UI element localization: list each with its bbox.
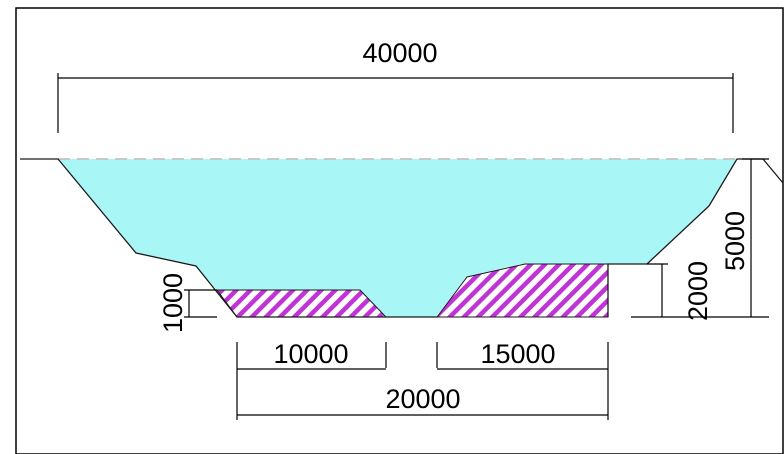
- top-width-dimension: 40000: [57, 38, 734, 133]
- berm-height-right-dimension: 2000: [647, 261, 713, 321]
- total-depth-dimension: 5000: [631, 158, 769, 318]
- bottom-total-width-dimension: 20000: [237, 384, 608, 416]
- figure-frame: [15, 7, 784, 454]
- bottom-right-width-dimension: 15000: [436, 339, 609, 420]
- left-bank-outline: [20, 158, 386, 318]
- left-sediment-deposit: [216, 289, 388, 318]
- berm-height-right-label: 2000: [683, 261, 713, 321]
- berm-height-left-dimension: 1000: [158, 273, 217, 333]
- total-depth-label: 5000: [720, 211, 750, 271]
- bottom-left-width-label: 10000: [273, 339, 348, 369]
- right-sediment-deposit: [436, 263, 609, 318]
- bottom-left-width-dimension: 10000: [236, 339, 387, 420]
- berm-height-left-label: 1000: [158, 273, 188, 333]
- top-width-label: 40000: [362, 38, 437, 68]
- bottom-right-width-label: 15000: [480, 339, 555, 369]
- bottom-total-width-label: 20000: [385, 384, 460, 414]
